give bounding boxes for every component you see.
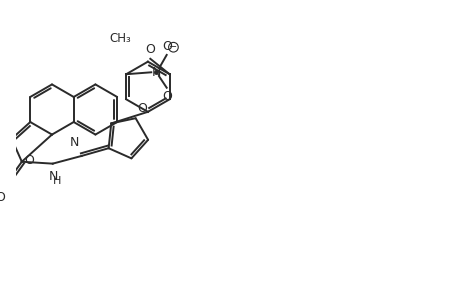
Text: −: − <box>169 42 177 52</box>
Text: N: N <box>69 136 78 149</box>
Text: O: O <box>145 43 155 56</box>
Text: O: O <box>162 40 171 53</box>
Text: O: O <box>137 102 147 115</box>
Text: O: O <box>25 154 34 167</box>
Text: methoxy: methoxy <box>133 53 139 54</box>
Text: N: N <box>152 66 161 79</box>
Text: N: N <box>49 170 58 183</box>
Text: O: O <box>0 191 6 204</box>
Text: CH₃: CH₃ <box>109 32 131 45</box>
Text: O: O <box>162 90 171 103</box>
Text: H: H <box>53 176 62 186</box>
